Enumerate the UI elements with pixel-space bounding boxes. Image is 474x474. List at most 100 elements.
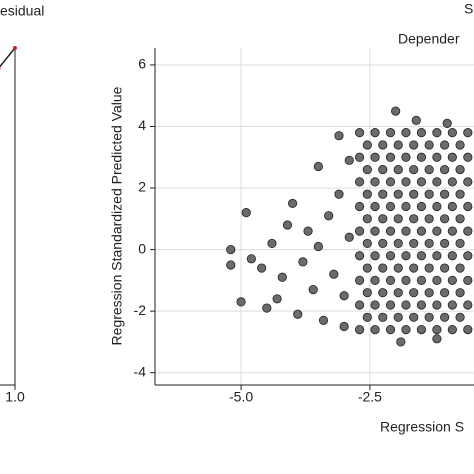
point — [432, 177, 442, 187]
point — [455, 214, 465, 224]
point — [424, 238, 434, 249]
point — [424, 214, 434, 224]
point — [447, 325, 457, 335]
point — [370, 201, 380, 212]
point — [362, 312, 372, 322]
point — [391, 106, 401, 116]
point — [313, 241, 323, 252]
chart-title: S — [464, 1, 473, 17]
point — [447, 226, 457, 236]
point — [378, 238, 388, 249]
point — [424, 189, 434, 199]
point — [432, 201, 442, 212]
point — [393, 140, 403, 150]
point — [409, 164, 419, 175]
point — [409, 288, 419, 298]
point — [362, 214, 372, 224]
point — [226, 260, 236, 270]
point — [287, 198, 298, 209]
point — [440, 164, 450, 175]
point — [344, 232, 354, 242]
point — [401, 201, 411, 212]
point — [401, 251, 411, 261]
point — [463, 325, 473, 335]
point — [370, 300, 380, 310]
point — [293, 309, 303, 319]
point — [416, 300, 427, 310]
point — [432, 152, 442, 162]
chart-title: esidual — [0, 3, 44, 19]
point — [378, 189, 388, 199]
point — [455, 164, 465, 175]
point — [354, 128, 365, 138]
point — [440, 312, 450, 322]
point — [318, 315, 329, 325]
point — [378, 312, 388, 322]
point — [354, 152, 365, 162]
point — [354, 325, 365, 335]
point — [409, 140, 419, 150]
line — [0, 47, 16, 68]
point — [272, 294, 282, 304]
point — [370, 226, 380, 236]
point — [447, 275, 457, 285]
point — [339, 321, 349, 332]
point — [393, 214, 403, 224]
point — [334, 189, 344, 199]
point — [463, 300, 473, 310]
point — [432, 128, 442, 138]
point — [432, 226, 442, 236]
point — [447, 177, 457, 187]
y-tick-label: -2 — [134, 302, 147, 318]
point — [432, 275, 442, 285]
point — [277, 272, 287, 282]
point — [385, 152, 396, 162]
point — [401, 226, 411, 236]
point — [378, 288, 388, 298]
point — [447, 152, 457, 162]
point — [370, 251, 380, 261]
point — [324, 211, 334, 221]
point — [385, 177, 396, 187]
point — [313, 161, 323, 172]
point — [393, 164, 403, 175]
x-tick-label: 1.0 — [5, 389, 25, 405]
point — [370, 325, 380, 335]
point — [416, 128, 427, 138]
point — [0, 66, 1, 70]
point — [447, 251, 457, 261]
point — [370, 275, 380, 285]
point — [257, 263, 267, 273]
point — [463, 226, 473, 236]
y-tick-label: 4 — [138, 117, 146, 133]
point — [409, 214, 419, 224]
point — [339, 291, 349, 301]
point — [401, 177, 411, 187]
point — [432, 300, 442, 310]
point — [362, 140, 372, 150]
point — [267, 238, 277, 249]
point — [463, 201, 473, 212]
point — [409, 189, 419, 199]
point — [308, 284, 318, 295]
point — [378, 263, 388, 273]
point — [416, 226, 427, 236]
point — [385, 226, 396, 236]
point — [416, 177, 427, 187]
point — [378, 214, 388, 224]
point — [463, 152, 473, 162]
point — [440, 140, 450, 150]
point — [370, 152, 380, 162]
point — [393, 312, 403, 322]
point — [393, 263, 403, 273]
point — [440, 189, 450, 199]
point — [362, 189, 372, 199]
point — [455, 263, 465, 273]
point — [393, 288, 403, 298]
point — [416, 251, 427, 261]
x-tick-label: -2.5 — [358, 389, 382, 405]
point — [385, 128, 396, 138]
point — [440, 288, 450, 298]
